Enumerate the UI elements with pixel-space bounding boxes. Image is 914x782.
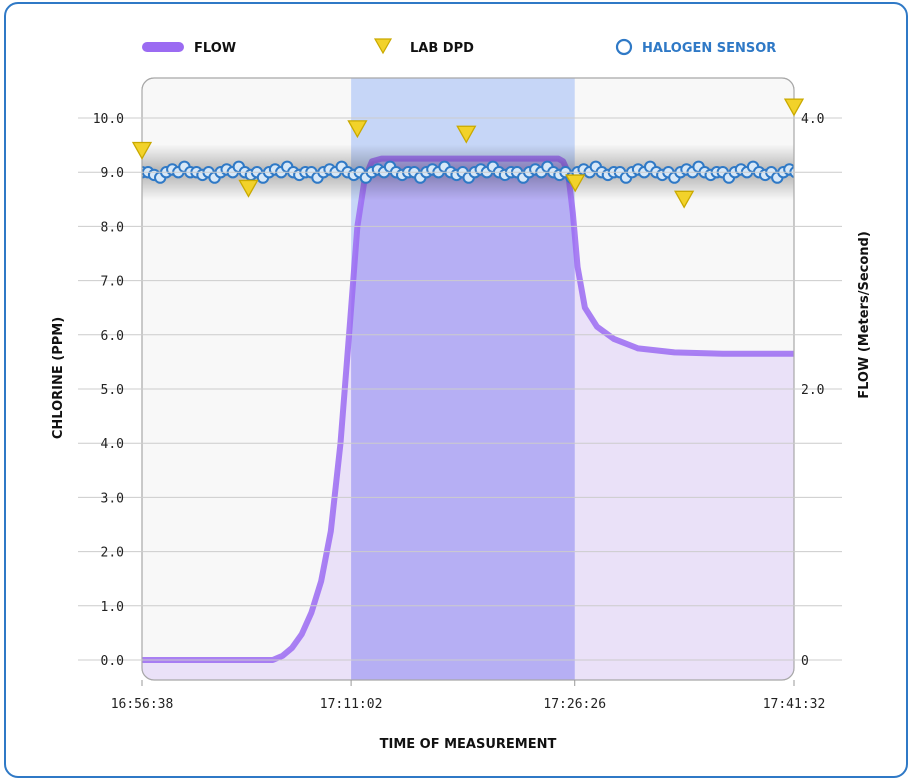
y-right-tick-label: 2.0 — [801, 383, 824, 398]
y-left-tick-label: 9.0 — [101, 166, 124, 181]
lab-dpd-point — [456, 125, 477, 144]
y-left-tick-label: 4.0 — [101, 437, 124, 452]
legend-halogen-label: HALOGEN SENSOR — [642, 41, 776, 56]
lab-dpd-point — [347, 120, 368, 139]
y-left-tick-label: 7.0 — [101, 275, 124, 290]
legend-halogen-marker — [615, 38, 633, 56]
y-left-tick-label: 1.0 — [101, 600, 124, 615]
legend-lab-dpd-label: LAB DPD — [410, 41, 474, 56]
x-axis-title: TIME OF MEASUREMENT — [380, 737, 557, 752]
y-right-tick-label: 4.0 — [801, 112, 824, 127]
legend-flow-label: FLOW — [194, 41, 236, 56]
y-left-tick-label: 0.0 — [101, 654, 124, 669]
lab-dpd-point — [565, 174, 586, 193]
legend-lab-dpd-marker — [373, 38, 393, 55]
lab-dpd-point — [783, 98, 805, 117]
y-left-tick-label: 10.0 — [93, 112, 124, 127]
legend-flow-swatch — [142, 42, 184, 52]
y-left-tick-label: 8.0 — [101, 220, 124, 235]
legend: FLOW LAB DPD HALOGEN SENSOR — [142, 38, 776, 56]
y-left-tick-label: 2.0 — [101, 546, 124, 561]
x-tick-label: 17:41:32 — [763, 697, 826, 712]
x-tick-label: 17:11:02 — [320, 697, 383, 712]
lab-dpd-point — [674, 190, 695, 209]
y-left-tick-label: 3.0 — [101, 491, 124, 506]
y-left-tick-label: 6.0 — [101, 329, 124, 344]
lab-dpd-point — [131, 141, 153, 160]
flow-area-highlighted — [351, 158, 575, 680]
x-tick-label: 17:26:26 — [543, 697, 606, 712]
x-tick-label: 16:56:38 — [111, 697, 174, 712]
y-right-tick-label: 0 — [801, 654, 809, 669]
plot-border — [141, 77, 795, 681]
y-axis-right-title: FLOW (Meters/Second) — [857, 231, 872, 399]
y-axis-left-title: CHLORINE (PPM) — [51, 317, 66, 439]
y-left-tick-label: 5.0 — [101, 383, 124, 398]
lab-dpd-point — [238, 179, 259, 198]
